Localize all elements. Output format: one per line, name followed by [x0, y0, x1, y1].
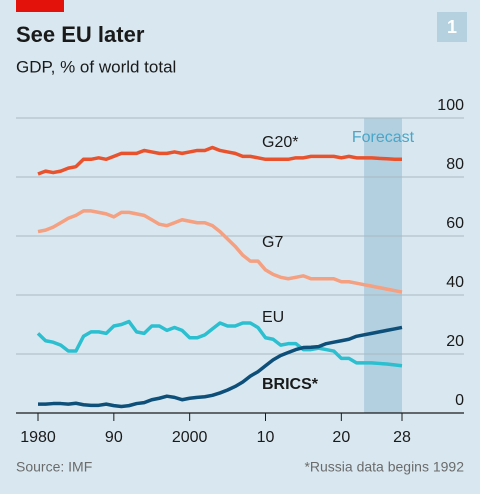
- series-label: G7: [262, 234, 283, 251]
- plot: Forecast 0 20 40 60 80 100 1980 90 2000 10 20 28: [16, 97, 464, 446]
- series-line: [38, 325, 403, 409]
- note: *Russia data begins 1992: [304, 459, 464, 475]
- chart-subtitle: GDP, % of world total: [16, 57, 176, 76]
- series-label: BRICS*: [262, 376, 319, 393]
- x-tick-label: 1980: [20, 429, 56, 446]
- forecast-label: Forecast: [352, 129, 415, 146]
- series-line: [37, 209, 403, 294]
- y-tick-label: 80: [446, 156, 464, 173]
- series-line: [37, 145, 402, 176]
- series-label: G20*: [262, 134, 298, 151]
- y-tick-label: 60: [446, 215, 464, 232]
- x-tick-label: 20: [332, 429, 350, 446]
- x-tick-label: 2000: [172, 429, 208, 446]
- chart-title: See EU later: [16, 22, 145, 47]
- source: Source: IMF: [16, 459, 92, 475]
- forecast-band: [364, 118, 402, 413]
- x-tick-label: 90: [105, 429, 123, 446]
- x-tick-label: 10: [257, 429, 275, 446]
- badge-box: [437, 12, 467, 42]
- red-tag: [16, 0, 64, 12]
- x-tick-label: 28: [393, 429, 411, 446]
- y-tick-label: 40: [446, 274, 464, 291]
- y-tick-label: 0: [455, 392, 464, 409]
- y-tick-label: 100: [437, 97, 464, 114]
- y-tick-label: 20: [446, 333, 464, 350]
- series-line: [36, 319, 403, 368]
- badge: 1: [447, 17, 457, 37]
- series-label: EU: [262, 309, 284, 326]
